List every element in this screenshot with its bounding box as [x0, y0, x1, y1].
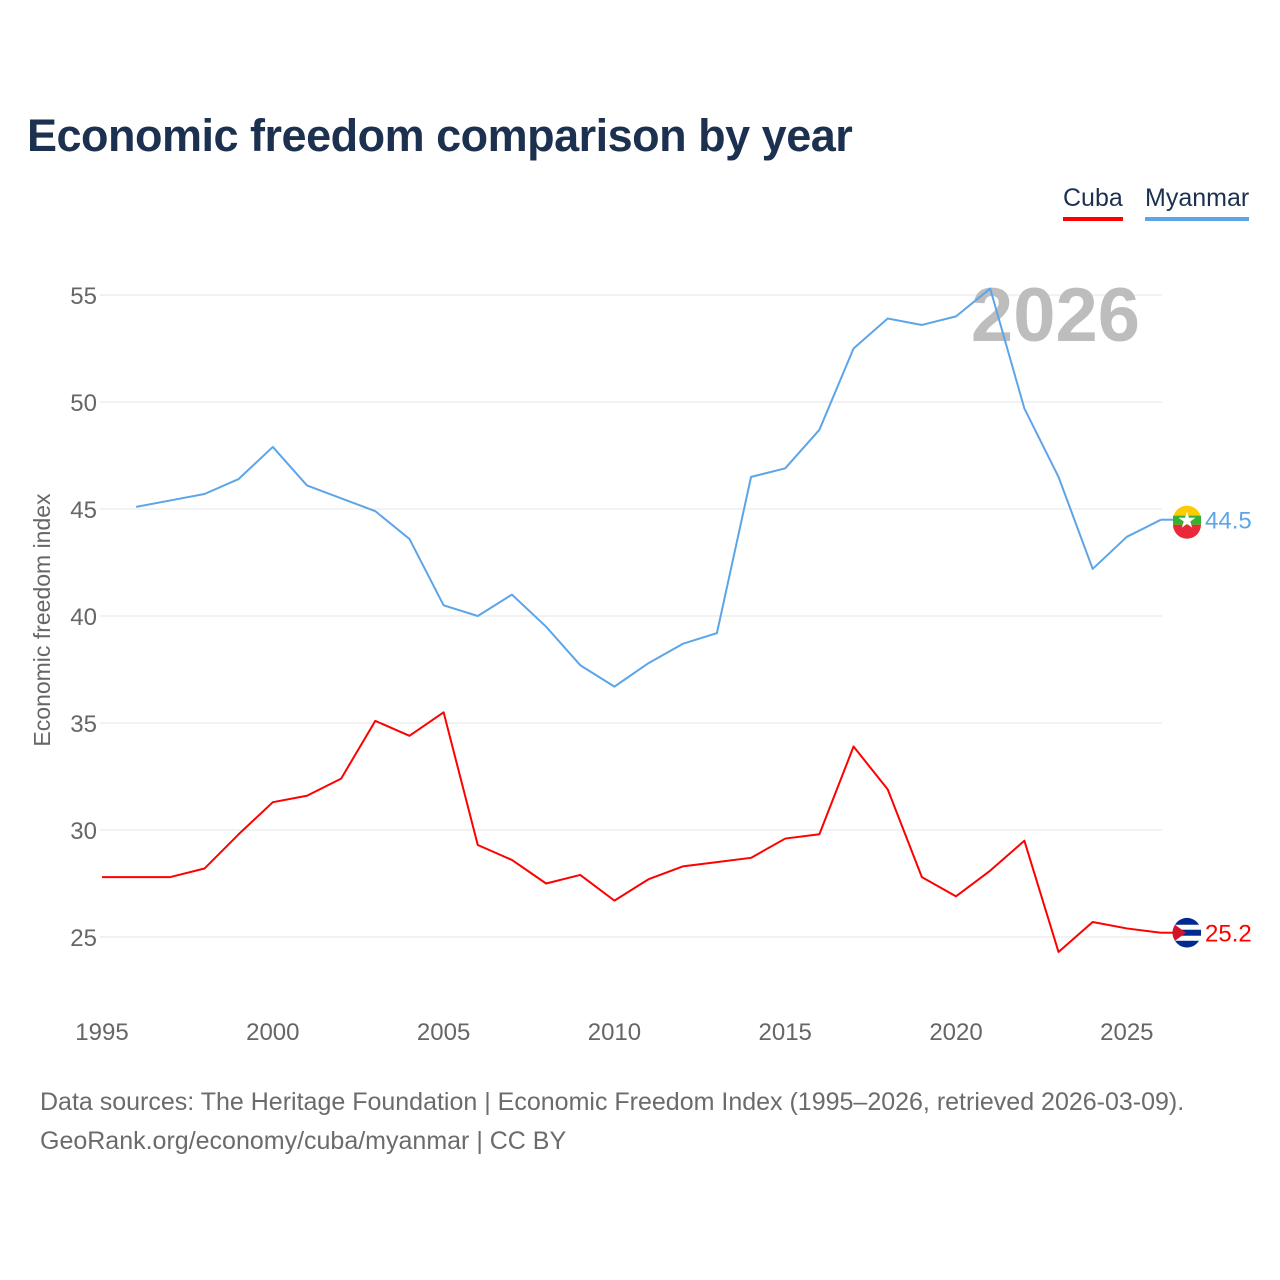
data-point	[680, 863, 686, 869]
y-tick-label: 55	[70, 283, 97, 310]
data-point	[680, 641, 686, 647]
data-point	[987, 286, 993, 292]
data-point	[953, 893, 959, 899]
data-point	[885, 316, 891, 322]
y-axis-label: Economic freedom index	[29, 493, 55, 747]
data-point	[816, 427, 822, 433]
y-tick-label: 35	[70, 711, 97, 738]
data-point	[270, 444, 276, 450]
flag-stripe	[1173, 929, 1201, 936]
data-point	[577, 872, 583, 878]
data-point	[406, 733, 412, 739]
legend-cuba[interactable]: Cuba	[1063, 184, 1123, 221]
data-point	[748, 474, 754, 480]
data-point	[851, 346, 857, 352]
x-tick-label: 2005	[417, 1019, 470, 1046]
data-point	[1124, 925, 1130, 931]
flag-stripe	[1175, 917, 1199, 925]
data-point	[201, 491, 207, 497]
data-point	[543, 624, 549, 630]
data-point	[611, 898, 617, 904]
y-tick-label: 45	[70, 497, 97, 524]
chart-title: Economic freedom comparison by year	[27, 110, 853, 161]
data-point	[851, 744, 857, 750]
flag-triangle	[1172, 924, 1186, 941]
data-point	[304, 793, 310, 799]
x-tick-label: 2010	[588, 1019, 641, 1046]
data-point	[646, 660, 652, 666]
data-point	[543, 881, 549, 887]
y-tick-label: 30	[70, 818, 97, 845]
end-value-label-myanmar: 44.5	[1205, 508, 1252, 535]
data-point	[475, 613, 481, 619]
attribution: GeoRank.org/economy/cuba/myanmar | CC BY	[40, 1127, 567, 1155]
flag-band	[1173, 524, 1201, 539]
x-tick-label: 1995	[75, 1019, 128, 1046]
data-point	[748, 855, 754, 861]
data-point	[509, 592, 515, 598]
y-tick-label: 40	[70, 604, 97, 631]
data-point	[987, 868, 993, 874]
data-point	[372, 718, 378, 724]
y-tick-label: 25	[70, 925, 97, 952]
data-point	[885, 786, 891, 792]
data-point	[953, 313, 959, 319]
data-point	[99, 874, 105, 880]
flag-band	[1173, 515, 1201, 525]
y-tick-label: 50	[70, 390, 97, 417]
data-point	[1021, 405, 1027, 411]
data-point	[1124, 534, 1130, 540]
data-point	[167, 874, 173, 880]
series-line-myanmar	[135, 287, 1162, 688]
data-point	[1056, 474, 1062, 480]
data-point	[714, 859, 720, 865]
series-line-cuba	[102, 711, 1162, 953]
data-point	[1090, 566, 1096, 572]
data-point	[270, 799, 276, 805]
data-point	[816, 831, 822, 837]
data-point	[304, 482, 310, 488]
data-point	[611, 684, 617, 690]
data-point	[1090, 919, 1096, 925]
data-point	[201, 866, 207, 872]
data-point	[338, 495, 344, 501]
data-point	[133, 504, 139, 510]
source-note: Data sources: The Heritage Foundation | …	[40, 1088, 1185, 1116]
data-point	[1056, 949, 1062, 955]
data-point	[338, 776, 344, 782]
data-point	[782, 465, 788, 471]
data-point	[236, 476, 242, 482]
data-point	[646, 876, 652, 882]
legend-myanmar[interactable]: Myanmar	[1145, 184, 1250, 221]
data-point	[475, 842, 481, 848]
data-point	[919, 322, 925, 328]
x-tick-label: 2000	[246, 1019, 299, 1046]
x-tick-label: 2015	[759, 1019, 812, 1046]
data-point	[441, 709, 447, 715]
end-value-label-cuba: 25.2	[1205, 921, 1252, 948]
data-point	[714, 630, 720, 636]
data-point	[1021, 838, 1027, 844]
data-point	[236, 831, 242, 837]
data-point	[167, 497, 173, 503]
x-tick-label: 2020	[929, 1019, 982, 1046]
data-point	[372, 508, 378, 514]
data-point	[919, 874, 925, 880]
data-point	[509, 857, 515, 863]
data-point	[133, 874, 139, 880]
x-tick-label: 2025	[1100, 1019, 1153, 1046]
star-icon: ★	[1177, 508, 1197, 533]
data-point	[406, 536, 412, 542]
flag-stripe	[1175, 940, 1199, 948]
data-point	[782, 836, 788, 842]
data-point	[577, 662, 583, 668]
year-watermark: 2026	[971, 273, 1140, 358]
data-point	[441, 602, 447, 608]
